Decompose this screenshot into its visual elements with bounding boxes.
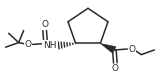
Text: O: O [25, 40, 32, 49]
Text: NH: NH [43, 41, 57, 50]
Text: O: O [112, 64, 119, 73]
Polygon shape [100, 44, 116, 53]
Text: O: O [128, 45, 135, 54]
Text: O: O [41, 20, 48, 29]
